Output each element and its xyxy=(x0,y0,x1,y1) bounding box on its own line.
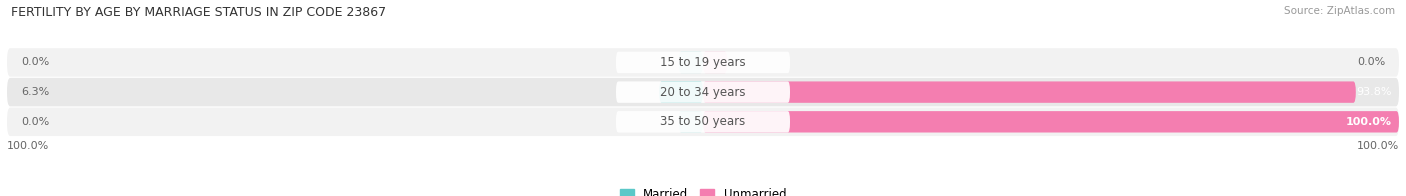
FancyBboxPatch shape xyxy=(703,52,727,73)
FancyBboxPatch shape xyxy=(616,111,790,132)
Text: FERTILITY BY AGE BY MARRIAGE STATUS IN ZIP CODE 23867: FERTILITY BY AGE BY MARRIAGE STATUS IN Z… xyxy=(11,6,387,19)
FancyBboxPatch shape xyxy=(703,111,1399,132)
Text: 0.0%: 0.0% xyxy=(21,117,49,127)
Text: 100.0%: 100.0% xyxy=(1357,141,1399,151)
FancyBboxPatch shape xyxy=(616,81,790,103)
Legend: Married, Unmarried: Married, Unmarried xyxy=(614,183,792,196)
Text: 20 to 34 years: 20 to 34 years xyxy=(661,86,745,99)
FancyBboxPatch shape xyxy=(679,111,703,132)
Text: 100.0%: 100.0% xyxy=(1346,117,1392,127)
FancyBboxPatch shape xyxy=(679,52,703,73)
Text: 0.0%: 0.0% xyxy=(21,57,49,67)
FancyBboxPatch shape xyxy=(7,78,1399,106)
FancyBboxPatch shape xyxy=(616,52,790,73)
Text: Source: ZipAtlas.com: Source: ZipAtlas.com xyxy=(1284,6,1395,16)
Text: 35 to 50 years: 35 to 50 years xyxy=(661,115,745,128)
Text: 0.0%: 0.0% xyxy=(1357,57,1385,67)
FancyBboxPatch shape xyxy=(7,108,1399,136)
FancyBboxPatch shape xyxy=(7,48,1399,77)
Text: 15 to 19 years: 15 to 19 years xyxy=(661,56,745,69)
Text: 6.3%: 6.3% xyxy=(21,87,49,97)
FancyBboxPatch shape xyxy=(659,81,703,103)
Text: 93.8%: 93.8% xyxy=(1357,87,1392,97)
FancyBboxPatch shape xyxy=(703,81,1355,103)
Text: 100.0%: 100.0% xyxy=(7,141,49,151)
